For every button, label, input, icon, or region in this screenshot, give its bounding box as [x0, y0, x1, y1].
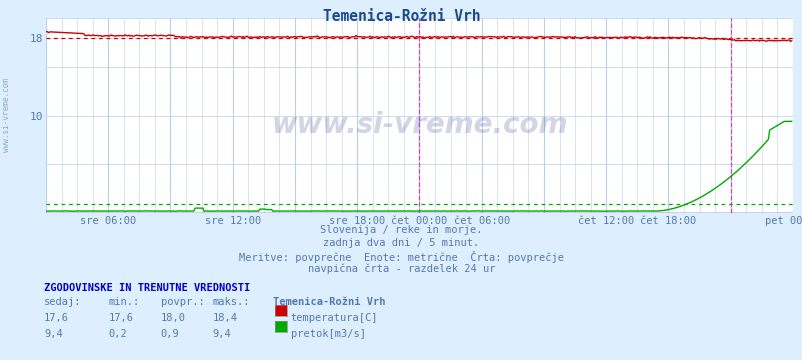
- Text: Temenica-Rožni Vrh: Temenica-Rožni Vrh: [322, 9, 480, 24]
- Text: ZGODOVINSKE IN TRENUTNE VREDNOSTI: ZGODOVINSKE IN TRENUTNE VREDNOSTI: [44, 283, 250, 293]
- Text: povpr.:: povpr.:: [160, 297, 204, 307]
- Text: 0,2: 0,2: [108, 329, 127, 339]
- Text: 9,4: 9,4: [44, 329, 63, 339]
- Text: 0,9: 0,9: [160, 329, 179, 339]
- Text: www.si-vreme.com: www.si-vreme.com: [2, 78, 11, 153]
- Text: www.si-vreme.com: www.si-vreme.com: [271, 111, 567, 139]
- Text: 9,4: 9,4: [213, 329, 231, 339]
- Text: 18,0: 18,0: [160, 313, 185, 323]
- Text: maks.:: maks.:: [213, 297, 250, 307]
- Text: 17,6: 17,6: [108, 313, 133, 323]
- Text: pretok[m3/s]: pretok[m3/s]: [290, 329, 365, 339]
- Text: min.:: min.:: [108, 297, 140, 307]
- Text: 17,6: 17,6: [44, 313, 69, 323]
- Text: temperatura[C]: temperatura[C]: [290, 313, 378, 323]
- Text: Temenica-Rožni Vrh: Temenica-Rožni Vrh: [273, 297, 385, 307]
- Text: 18,4: 18,4: [213, 313, 237, 323]
- Text: sedaj:: sedaj:: [44, 297, 82, 307]
- Text: Meritve: povprečne  Enote: metrične  Črta: povprečje: Meritve: povprečne Enote: metrične Črta:…: [239, 251, 563, 263]
- Text: Slovenija / reke in morje.: Slovenija / reke in morje.: [320, 225, 482, 235]
- Text: zadnja dva dni / 5 minut.: zadnja dva dni / 5 minut.: [323, 238, 479, 248]
- Text: navpična črta - razdelek 24 ur: navpična črta - razdelek 24 ur: [307, 264, 495, 274]
